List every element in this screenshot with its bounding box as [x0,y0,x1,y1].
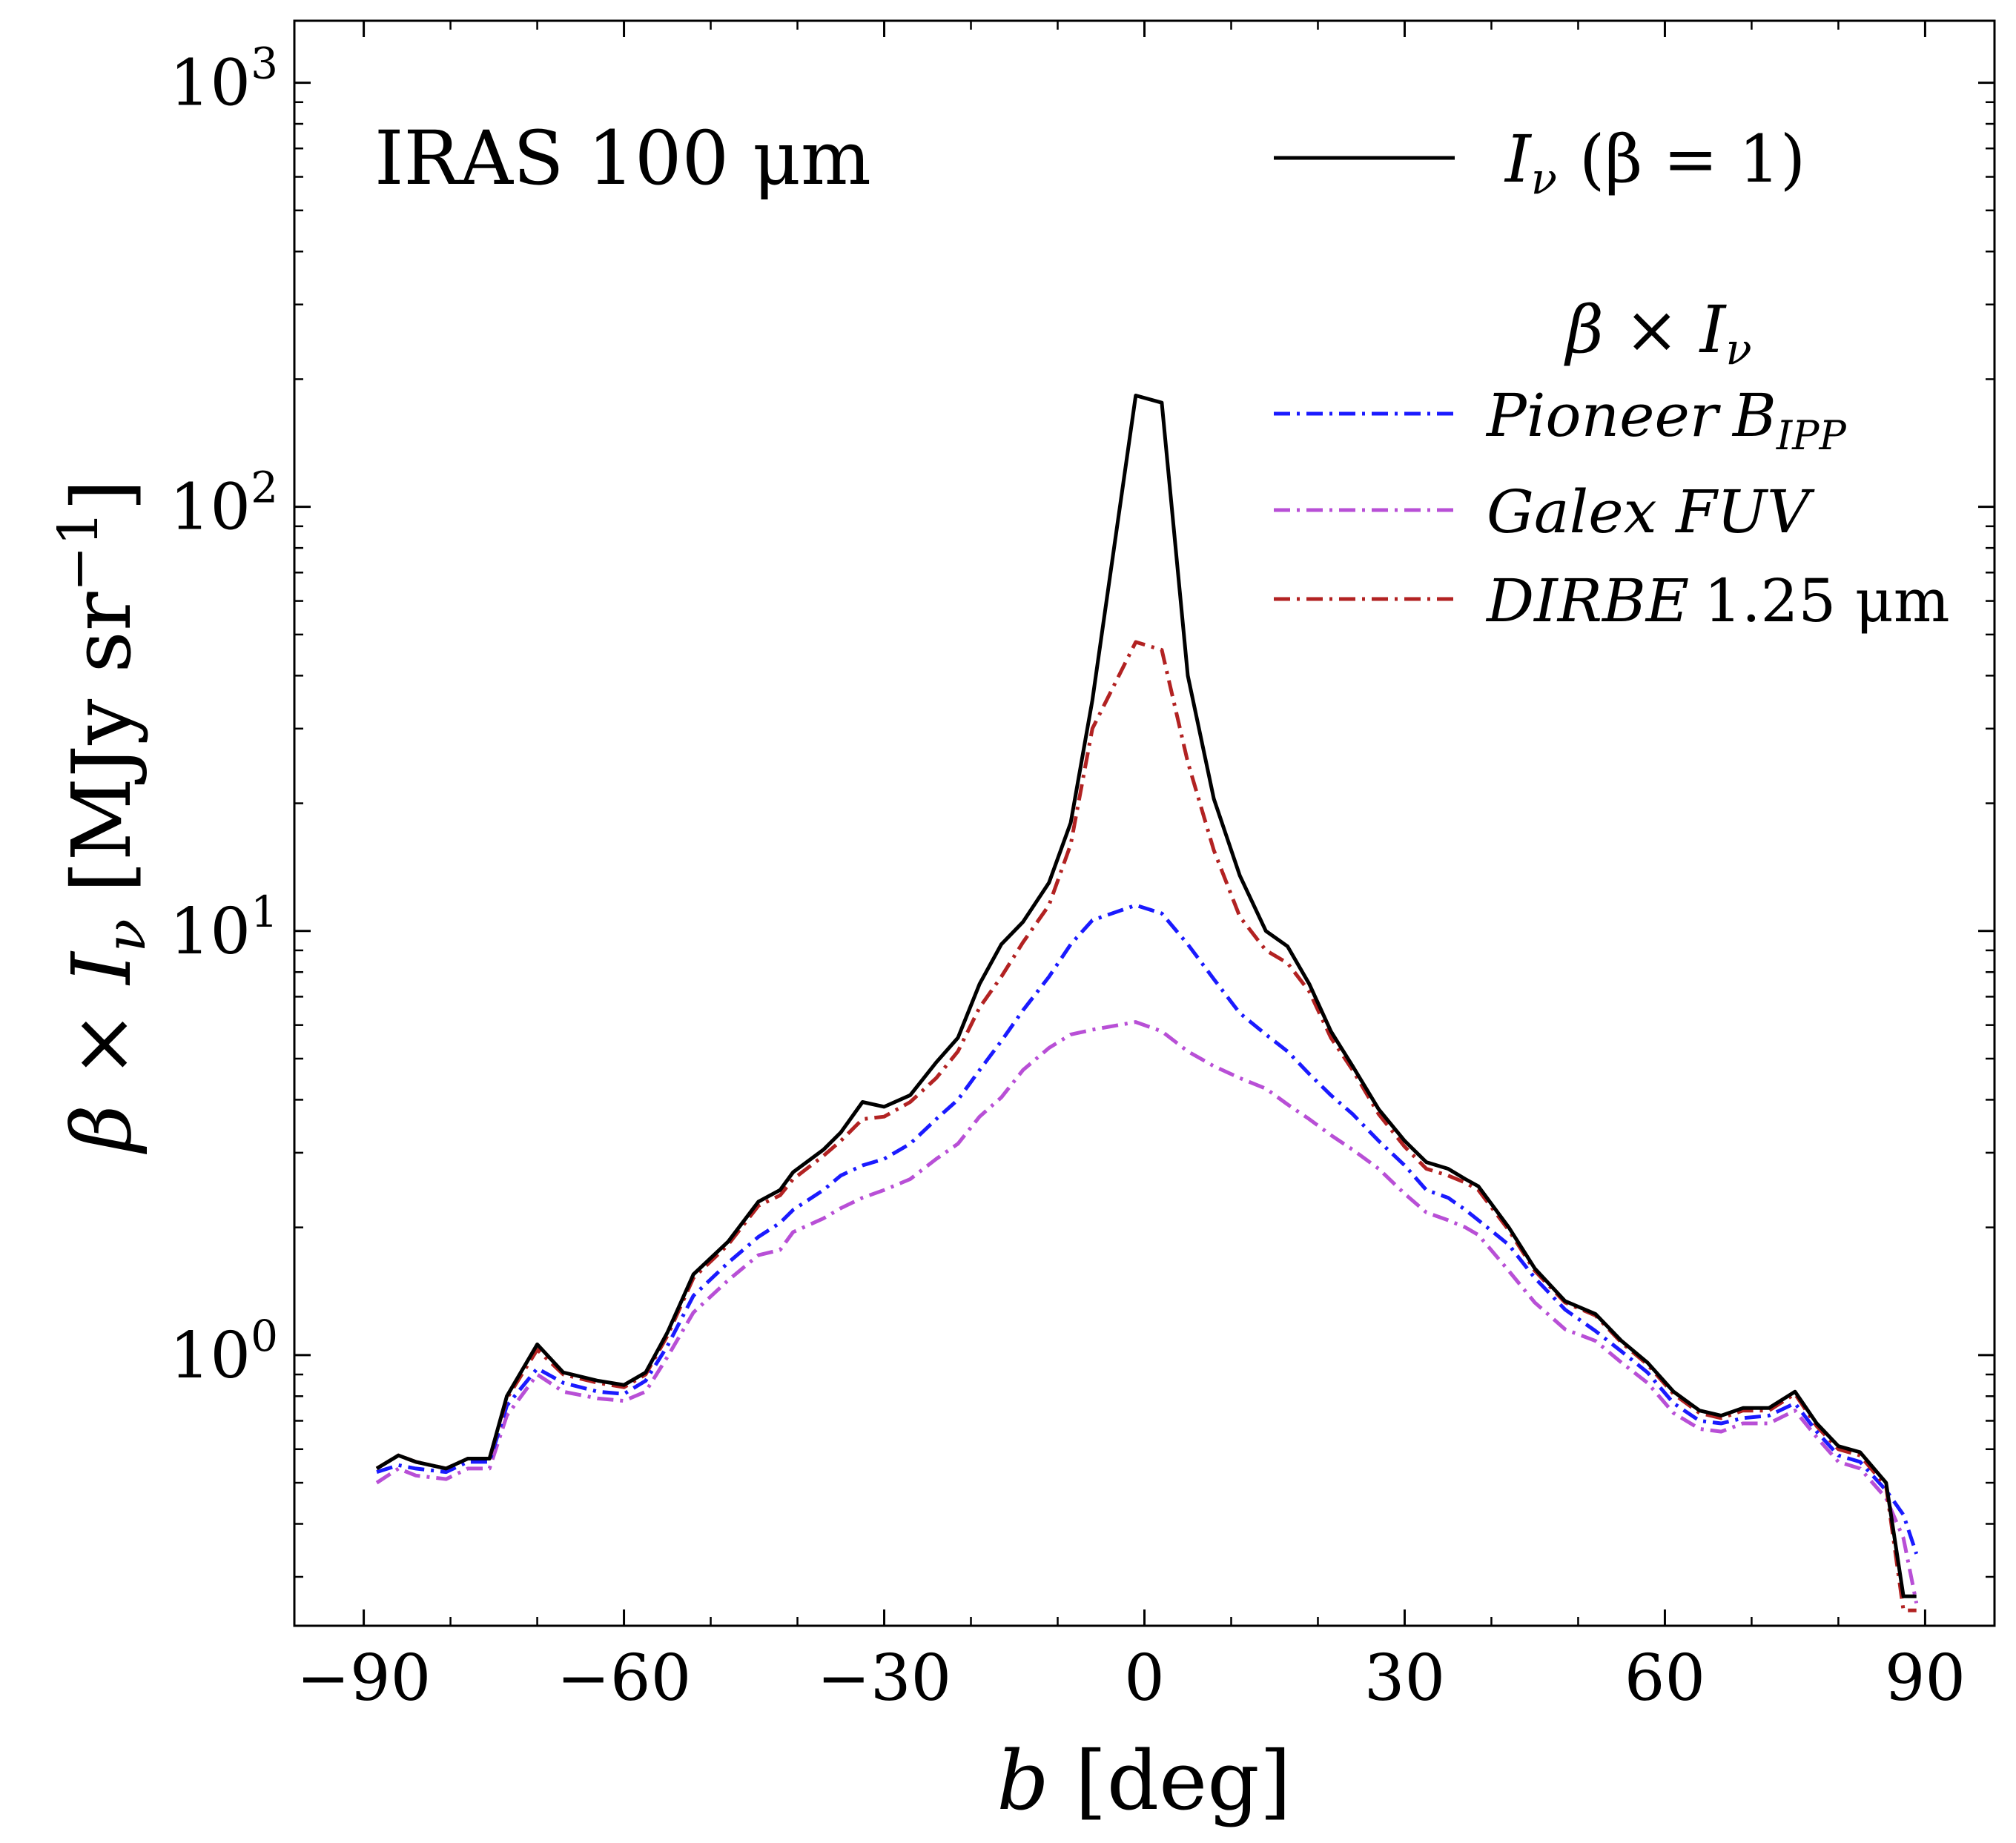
legend-label-dirbe: DIRBE 1.25 μm [1485,566,1950,635]
y-axis-label: β × Iν [MJy sr−1] [47,480,158,1155]
chart-title: IRAS 100 μm [374,115,871,202]
x-tick-label: 30 [1364,1641,1445,1715]
x-tick-label: −90 [297,1641,432,1715]
legend: Iν (β = 1) β × Iν Pioneer BIPP Galex FUV D… [1274,121,1950,635]
series-line-galex [375,1020,1919,1604]
legend-group-heading: β × Iν [1564,291,1752,374]
legend-label-galex: Galex FUV [1487,477,1815,546]
x-tick-label: −60 [557,1641,692,1715]
plot-frame [293,19,1996,1627]
y-tick-label: 100 [170,1311,278,1393]
x-axis-label: b [deg] [997,1733,1291,1828]
x-tick-label: 0 [1124,1641,1165,1715]
y-tick-label: 101 [170,887,278,969]
series-line-dirbe [375,640,1917,1612]
tick-layer: −90 −60 −30 0 30 60 90 100 101 102 103 [170,21,1994,1715]
series-line-pioneer [376,903,1919,1555]
y-tick-label: 102 [170,463,278,545]
x-tick-label: −30 [817,1641,952,1715]
legend-label-pioneer: Pioneer BIPP [1485,381,1847,459]
x-tick-label: 90 [1885,1641,1966,1715]
y-tick-label: 103 [170,39,278,121]
series-layer [375,394,1919,1612]
x-tick-label: 60 [1625,1641,1705,1715]
legend-label-reference: Iν (β = 1) [1504,121,1805,204]
series-line-reference [375,394,1917,1598]
